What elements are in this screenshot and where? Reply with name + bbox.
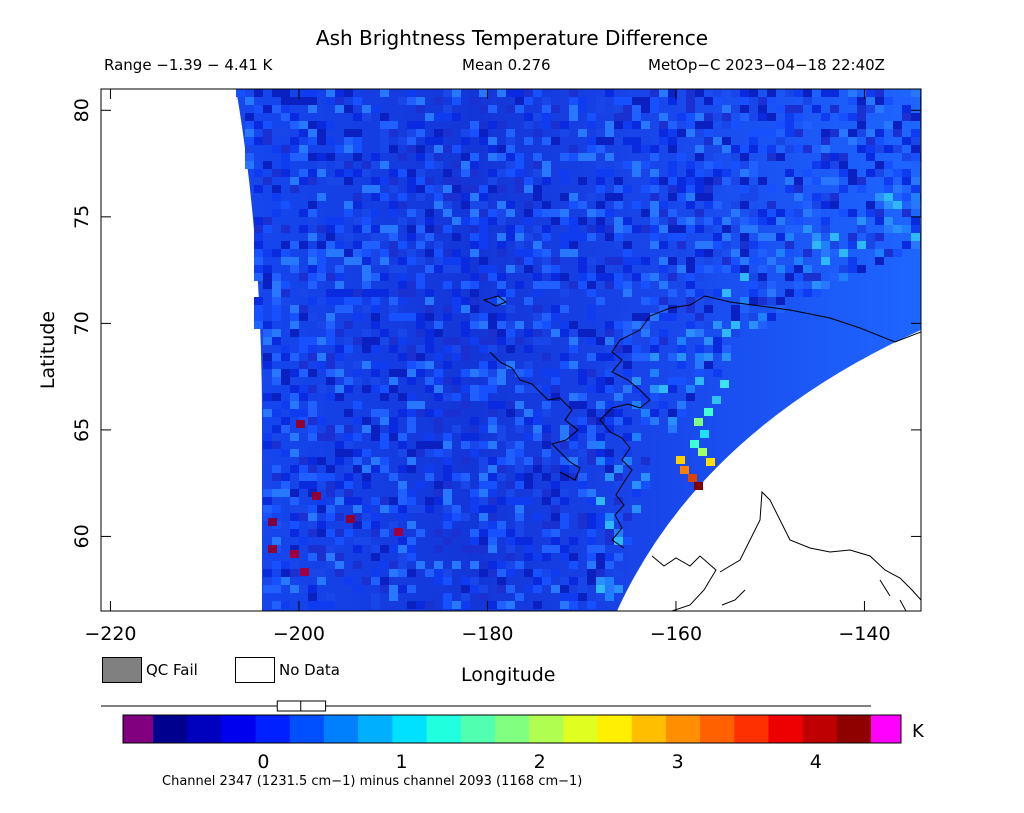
qc-fail-label: QC Fail [146, 661, 198, 679]
coastline-chukotka [489, 351, 581, 481]
colorbar-segment [426, 715, 462, 743]
y-tick-label: 80 [71, 98, 93, 122]
no-data-label: No Data [279, 661, 340, 679]
colorbar-tick-label: 2 [534, 751, 546, 773]
y-tick-label: 65 [71, 418, 93, 442]
swath-pixel-anomaly [268, 518, 277, 526]
colorbar-tick-label: 3 [672, 751, 684, 773]
x-tick-label: −140 [838, 623, 890, 645]
mean-text: Mean 0.276 [462, 56, 551, 74]
colorbar-segment [289, 715, 325, 743]
swath-pixel-anomaly [694, 482, 703, 490]
colorbar-segment [597, 715, 633, 743]
swath-pixel-anomaly [694, 418, 703, 426]
colorbar-segment [358, 715, 393, 743]
channel-note: Channel 2347 (1231.5 cm−1) minus channel… [162, 774, 583, 789]
x-tick-label: −180 [461, 623, 513, 645]
colorbar-unit: K [912, 721, 924, 742]
colorbar-segment [563, 715, 599, 743]
colorbar-segment [221, 715, 257, 743]
y-tick-label: 75 [71, 205, 93, 229]
colorbar-segment [631, 715, 667, 743]
swath-pixel-anomaly [394, 528, 403, 536]
swath-pixel-anomaly [300, 568, 309, 576]
swath-pixel-anomaly [312, 492, 321, 500]
swath-pixel-anomaly [296, 420, 305, 428]
colorbar-segment [700, 715, 735, 743]
swath-pixel-anomaly [688, 474, 697, 482]
x-tick-label: −220 [84, 623, 136, 645]
swath-pixel-anomaly [290, 550, 299, 558]
swath-pixel-anomaly [720, 380, 729, 388]
swath-data [236, 89, 921, 611]
swath-pixel-anomaly [268, 545, 277, 553]
x-tick-label: −160 [650, 623, 702, 645]
colorbar-segment [460, 715, 496, 743]
swath-pixel-anomaly [712, 396, 721, 404]
distribution-box [276, 700, 327, 712]
colorbar-segment [768, 715, 804, 743]
swath-pixel-anomaly [680, 466, 689, 474]
colorbar-tick-label: 4 [810, 751, 822, 773]
colorbar-segment [734, 715, 770, 743]
y-tick-label: 60 [71, 524, 93, 548]
plot-title: Ash Brightness Temperature Difference [315, 26, 709, 50]
swath-pixel-anomaly [698, 448, 707, 456]
colorbar-segment [187, 715, 222, 743]
swath-pixel-anomaly [700, 430, 709, 438]
y-tick-label: 70 [71, 311, 93, 335]
swath-pixel-anomaly [704, 408, 713, 416]
no-data-swatch [235, 657, 275, 683]
coastline-alaska-west [599, 295, 921, 549]
colorbar-frame [122, 714, 902, 744]
colorbar-segment [494, 715, 530, 743]
swath-pixel-anomaly [690, 440, 699, 448]
colorbar-tick-label: 0 [257, 751, 269, 773]
colorbar-segment [153, 715, 188, 743]
colorbar-tick-label: 1 [395, 751, 407, 773]
colorbar-segment [529, 715, 564, 743]
range-text: Range −1.39 − 4.41 K [104, 56, 273, 74]
x-axis-label: Longitude [461, 664, 556, 686]
swath-pixel-anomaly [346, 515, 355, 523]
satellite-time-text: MetOp−C 2023−04−18 22:40Z [648, 56, 885, 74]
colorbar-under [123, 715, 153, 743]
colorbar-segment [323, 715, 359, 743]
qc-fail-swatch [102, 657, 142, 683]
coastline-island [482, 295, 508, 307]
x-tick-label: −200 [273, 623, 325, 645]
colorbar-segment [665, 715, 701, 743]
colorbar-segment [802, 715, 838, 743]
colorbar-over [871, 715, 901, 743]
swath-pixel-anomaly [676, 456, 685, 464]
plot-frame [100, 88, 922, 612]
colorbar-segment [836, 715, 872, 743]
swath-pixel-anomaly [706, 458, 715, 466]
colorbar-segment [255, 715, 291, 743]
y-axis-label: Latitude [37, 310, 59, 390]
colorbar-segment [392, 715, 428, 743]
coastline-alaska-south [651, 490, 921, 611]
